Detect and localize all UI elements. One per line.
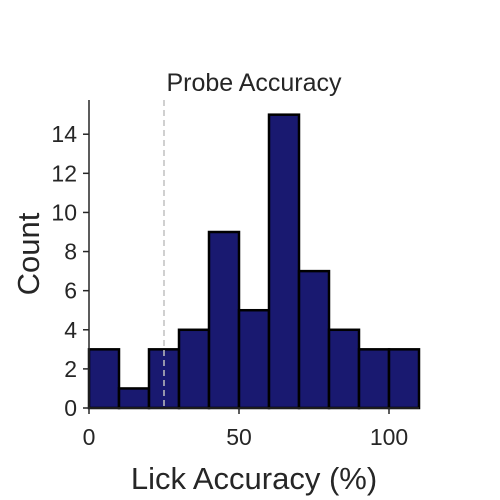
histogram-bar [177, 328, 211, 410]
y-tick-label: 2 [64, 356, 77, 382]
histogram-bar [327, 328, 361, 410]
histogram-bar [297, 269, 331, 410]
x-tick-label: 0 [83, 424, 96, 450]
y-tick-label: 4 [64, 317, 77, 343]
chart-title: Probe Accuracy [166, 69, 342, 97]
y-tick-label: 10 [51, 199, 77, 225]
y-tick-label: 14 [51, 121, 77, 147]
y-ticks-group: 0 2 4 6 8 10 12 14 [51, 121, 89, 421]
y-tick-label: 0 [64, 395, 77, 421]
bars-group [87, 113, 421, 410]
histogram-bar [267, 113, 301, 410]
y-tick-label: 8 [64, 239, 77, 265]
x-tick-label: 50 [226, 424, 252, 450]
x-axis-label: Lick Accuracy (%) [131, 461, 377, 496]
y-tick-label: 12 [51, 160, 77, 186]
histogram-bar [357, 348, 391, 410]
x-ticks-group: 0 50 100 [83, 408, 408, 450]
histogram-bar [87, 348, 121, 410]
histogram-bar [117, 387, 151, 410]
histogram-bar [147, 348, 181, 410]
histogram-bar [207, 230, 241, 410]
y-tick-label: 6 [64, 278, 77, 304]
y-axis-label: Count [11, 212, 46, 295]
histogram-bar [387, 348, 421, 410]
histogram-bar [237, 308, 271, 410]
x-tick-label: 100 [370, 424, 408, 450]
